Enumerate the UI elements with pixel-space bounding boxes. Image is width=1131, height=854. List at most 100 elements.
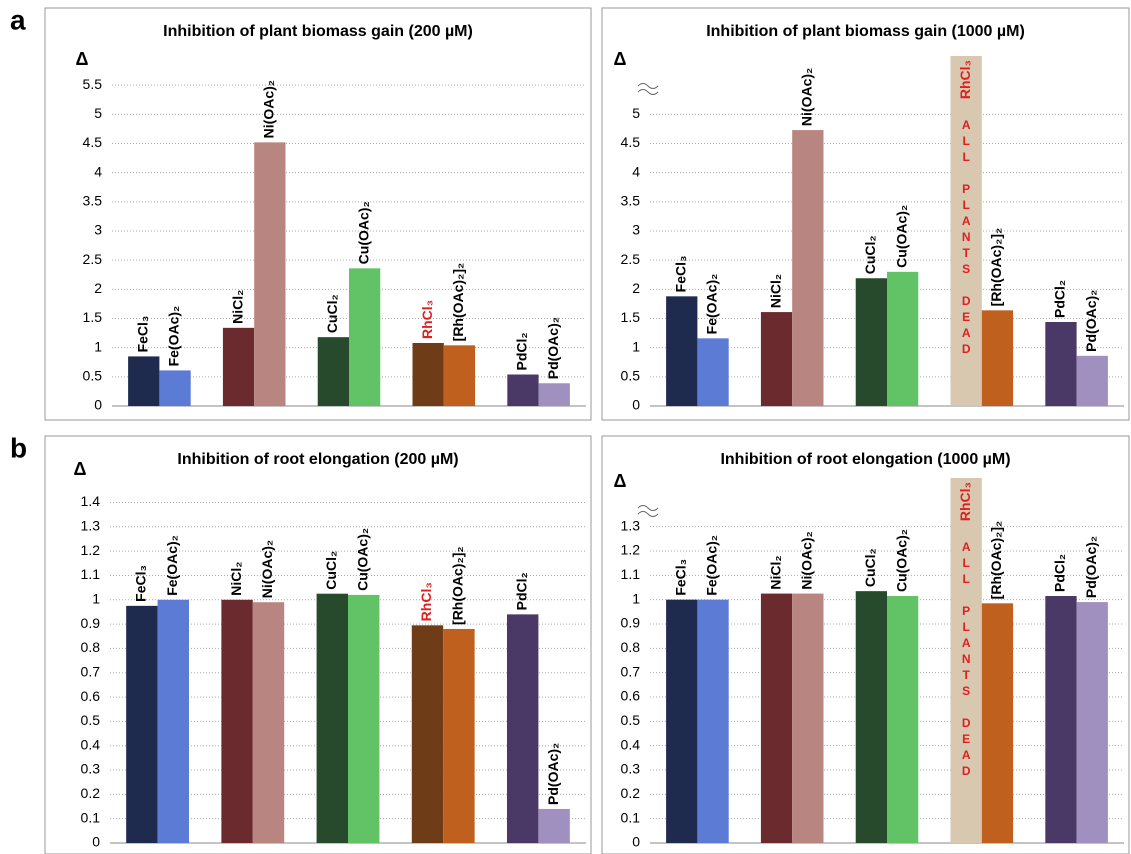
y-tick-label: 1.1 (81, 566, 101, 582)
bar (761, 594, 792, 843)
y-tick-label: 2.5 (83, 251, 103, 267)
axis-break (638, 84, 658, 95)
y-tick-label: 3 (632, 222, 640, 238)
chart-title: Inhibition of root elongation (1000 µM) (720, 451, 1010, 468)
y-tick-label: 0.3 (621, 761, 641, 777)
bar-label: [Rh(OAc)₂]₂ (450, 263, 466, 342)
axis-break (638, 506, 658, 517)
bar-label: Fe(OAc)₂ (704, 535, 720, 596)
chart-title: Inhibition of plant biomass gain (1000 µ… (706, 23, 1025, 40)
bar-label: Cu(OAc)₂ (893, 205, 909, 268)
y-tick-label: 4.5 (83, 134, 103, 150)
bar (761, 312, 792, 406)
y-tick-label: 1.3 (81, 518, 101, 534)
bar (413, 343, 444, 406)
panel-label: a (10, 4, 26, 35)
bar-label: Fe(OAc)₂ (704, 274, 720, 335)
bar (1077, 356, 1108, 406)
y-tick-label: 2 (94, 280, 102, 296)
bar (538, 809, 569, 843)
y-tick-label: 0.2 (81, 785, 101, 801)
bar-label: [Rh(OAc)₂]₂ (988, 228, 1004, 307)
bar-label: Pd(OAc)₂ (1083, 290, 1099, 352)
bar (507, 614, 538, 843)
y-axis-label: Δ (74, 459, 87, 479)
bar (1045, 322, 1076, 406)
bar (412, 625, 443, 843)
bar-label: [Rh(OAc)₂]₂ (988, 521, 1004, 600)
y-tick-label: 0.6 (81, 688, 101, 704)
bar (887, 272, 918, 406)
bar (792, 594, 823, 843)
bar-label: CuCl₂ (862, 548, 878, 587)
y-tick-label: 0 (92, 834, 100, 850)
bar (126, 606, 157, 843)
bar-label: NiCl₂ (767, 274, 783, 308)
bar-label: CuCl₂ (323, 551, 339, 590)
bar (1045, 596, 1076, 843)
bar-label: Pd(OAc)₂ (1083, 536, 1099, 598)
bar-label: RhCl₃ (957, 60, 973, 99)
y-axis-label: Δ (76, 49, 89, 69)
bar-label: [Rh(OAc)₂]₂ (450, 546, 466, 625)
y-tick-label: 0.8 (81, 639, 101, 655)
y-tick-label: 0.1 (621, 809, 641, 825)
bar (697, 600, 728, 843)
bar (254, 142, 285, 406)
y-tick-label: 5 (94, 105, 102, 121)
y-tick-label: 1.2 (81, 542, 101, 558)
chart-title: Inhibition of root elongation (200 µM) (177, 451, 458, 468)
bar-label: Ni(OAc)₂ (799, 531, 815, 589)
y-tick-label: 0.4 (621, 736, 641, 752)
bar (253, 602, 284, 843)
bar-label: FeCl₃ (134, 316, 150, 353)
y-tick-label: 0.3 (81, 761, 101, 777)
y-tick-label: 0.6 (621, 688, 641, 704)
y-tick-label: 2 (632, 280, 640, 296)
bar (158, 600, 189, 843)
bar-label: PdCl₂ (513, 572, 529, 610)
bar (666, 296, 697, 406)
bar (221, 600, 252, 843)
bar-label: Fe(OAc)₂ (166, 306, 182, 367)
bar (982, 603, 1013, 843)
bar (856, 278, 887, 406)
bar (444, 345, 475, 406)
y-tick-label: 0.5 (621, 712, 641, 728)
bar (317, 594, 348, 843)
y-tick-label: 3.5 (621, 193, 641, 209)
bar (159, 370, 190, 406)
bar-label: RhCl₃ (418, 582, 434, 621)
y-tick-label: 3.5 (83, 193, 103, 209)
bar-label: CuCl₂ (324, 294, 340, 333)
bar (128, 356, 159, 406)
bar (318, 337, 349, 406)
bar-label: Cu(OAc)₂ (354, 528, 370, 591)
bar-label: Fe(OAc)₂ (164, 535, 180, 596)
bar-label: PdCl₂ (1052, 554, 1068, 592)
y-tick-label: 0.7 (81, 663, 101, 679)
bar (792, 130, 823, 406)
y-tick-label: 0.5 (83, 368, 103, 384)
y-tick-label: 4 (632, 163, 640, 179)
y-tick-label: 4.5 (621, 134, 641, 150)
y-axis-label: Δ (614, 49, 627, 69)
bar (856, 591, 887, 843)
y-tick-label: 1.3 (621, 517, 641, 533)
y-tick-label: 0.5 (81, 712, 101, 728)
y-tick-label: 1.2 (621, 542, 641, 558)
bar (887, 596, 918, 843)
y-tick-label: 2.5 (621, 251, 641, 267)
panel-label: b (10, 432, 27, 463)
y-tick-label: 0.4 (81, 736, 101, 752)
bar-label: RhCl₃ (957, 482, 973, 521)
bar-label: FeCl₃ (672, 559, 688, 596)
bar-label: Ni(OAc)₂ (799, 68, 815, 126)
dead-note: ALL PLANTS DEAD (959, 118, 973, 358)
bar (1077, 602, 1108, 843)
y-tick-label: 0 (632, 834, 640, 850)
bar-label: PdCl₂ (514, 332, 530, 370)
bar (443, 629, 474, 843)
y-tick-label: 1.4 (81, 493, 101, 509)
bar (507, 375, 538, 407)
